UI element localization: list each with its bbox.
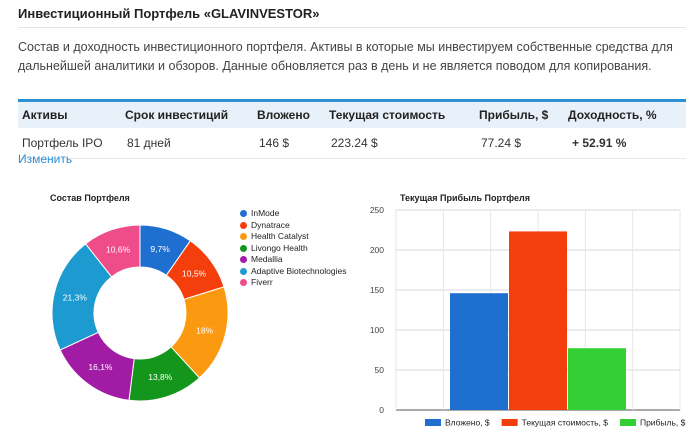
legend-label: Medallia	[251, 254, 283, 264]
y-tick-label: 100	[370, 325, 384, 335]
header-term: Срок инвестиций	[125, 108, 229, 122]
y-tick-label: 200	[370, 245, 384, 255]
legend-swatch	[619, 419, 636, 426]
bar	[568, 348, 626, 410]
legend-swatch	[240, 279, 247, 286]
legend-item: Medallia	[240, 254, 346, 266]
legend-label: Fiverr	[251, 277, 273, 287]
legend-swatch	[240, 244, 247, 252]
donut-slice-label: 10,6%	[106, 245, 131, 255]
y-tick-label: 50	[375, 365, 385, 375]
edit-link[interactable]: Изменить	[18, 152, 73, 166]
legend-item: Adaptive Biotechnologies	[240, 266, 346, 278]
legend-label: Health Catalyst	[251, 231, 309, 241]
cell-term: 81 дней	[127, 136, 171, 150]
legend-swatch	[240, 210, 247, 217]
legend-item: Livongo Health	[240, 243, 346, 255]
header-invested: Вложено	[257, 108, 310, 122]
table-row: Портфель IPO 81 дней 146 $ 223.24 $ 77.2…	[18, 128, 686, 159]
donut-slice-label: 16,1%	[88, 362, 113, 372]
bar	[450, 293, 508, 410]
legend-item: Dynatrace	[240, 220, 346, 232]
legend-swatch	[240, 233, 247, 240]
y-tick-label: 250	[370, 205, 384, 215]
y-tick-label: 150	[370, 285, 384, 295]
cell-current-value: 223.24 $	[331, 136, 378, 150]
legend-swatch	[240, 256, 247, 263]
page-title: Инвестиционный Портфель «GLAVINVESTOR»	[18, 6, 320, 21]
cell-yield: + 52.91 %	[572, 136, 627, 150]
title-divider	[18, 27, 686, 28]
cell-asset: Портфель IPO	[22, 136, 103, 150]
donut-chart-title: Состав Портфеля	[50, 193, 130, 203]
header-current-value: Текущая стоимость	[329, 108, 446, 122]
header-yield: Доходность, %	[568, 108, 657, 122]
donut-slice-label: 13,8%	[148, 372, 173, 382]
legend-item: Fiverr	[240, 277, 346, 289]
legend-swatch	[501, 419, 518, 426]
bar-chart-title: Текущая Прибыль Портфеля	[400, 193, 531, 203]
cell-invested: 146 $	[259, 136, 290, 150]
bar	[509, 231, 567, 410]
cell-profit: 77.24 $	[481, 136, 522, 150]
table-header: Активы Срок инвестиций Вложено Текущая с…	[18, 99, 686, 128]
legend-label: Livongo Health	[251, 242, 308, 253]
legend-item: InMode	[240, 208, 346, 220]
donut-legend: InMode Dynatrace Health Catalyst Livongo He…	[240, 208, 346, 289]
legend-swatch	[425, 419, 441, 426]
header-profit: Прибыль, $	[479, 108, 549, 122]
legend-label: Adaptive Biotechnologies	[251, 265, 347, 276]
donut-slice-label: 9,7%	[150, 244, 170, 254]
portfolio-table: Активы Срок инвестиций Вложено Текущая с…	[18, 99, 686, 159]
legend-label: Текущая стоимость, $	[522, 418, 609, 428]
header-assets: Активы	[22, 108, 68, 122]
donut-slice-label: 18%	[196, 325, 213, 335]
legend-swatch	[240, 267, 247, 275]
legend-label: Dynatrace	[251, 219, 290, 230]
legend-label: InMode	[251, 208, 280, 218]
legend-item: Health Catalyst	[240, 231, 346, 243]
page-description: Состав и доходность инвестиционного порт…	[18, 40, 673, 73]
legend-label: Прибыль, $	[640, 418, 686, 428]
donut-slice	[51, 243, 113, 351]
y-tick-label: 0	[379, 405, 384, 415]
legend-swatch	[240, 221, 247, 229]
donut-slice-label: 21,3%	[63, 292, 88, 302]
bar-chart: 0 50 100 150 200 250 Вложено, $ Текущая стоимос…	[370, 205, 686, 428]
donut-slice	[84, 224, 141, 278]
donut-chart: 9,7% 10,5% 18% 13,8% 16,1% 21,3% 10,6%	[51, 224, 229, 402]
donut-slice-label: 10,5%	[182, 268, 207, 278]
legend-label: Вложено, $	[445, 418, 490, 428]
